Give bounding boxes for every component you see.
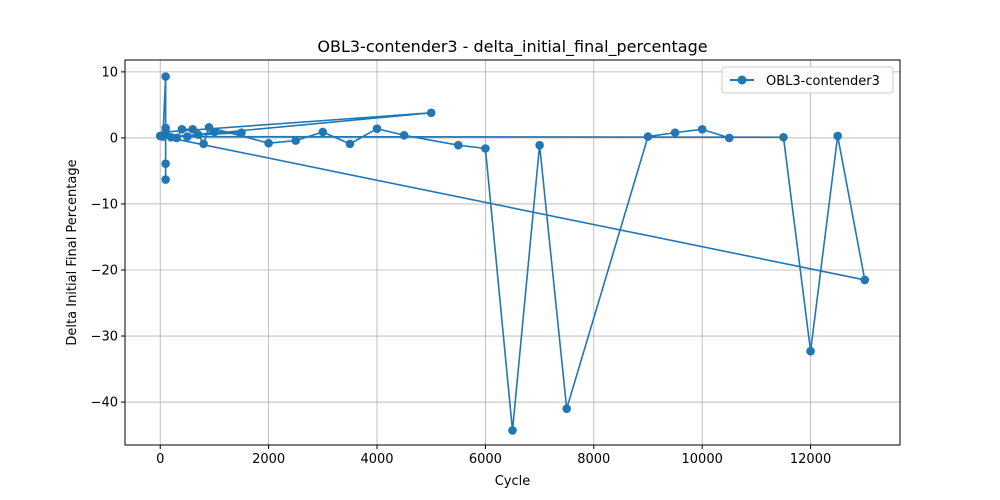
data-point bbox=[454, 140, 463, 150]
data-point bbox=[318, 127, 328, 137]
x-tick-label: 12000 bbox=[790, 452, 831, 467]
legend: OBL3-contender3 bbox=[721, 66, 894, 94]
data-point bbox=[481, 144, 490, 153]
data-point bbox=[183, 132, 192, 141]
legend-box bbox=[721, 66, 894, 94]
x-tick-label: 4000 bbox=[360, 452, 393, 467]
series-layer bbox=[155, 72, 870, 435]
x-tick-label: 6000 bbox=[469, 452, 502, 467]
x-tick-label: 10000 bbox=[682, 452, 723, 467]
data-point bbox=[724, 133, 734, 143]
data-point bbox=[833, 131, 842, 141]
data-point bbox=[177, 125, 187, 134]
data-point bbox=[172, 133, 181, 143]
y-tick-label: −30 bbox=[91, 330, 118, 345]
data-point bbox=[161, 175, 170, 184]
data-point bbox=[426, 108, 436, 118]
y-axis-label: Delta Initial Final Percentage bbox=[65, 159, 80, 345]
data-point bbox=[345, 139, 355, 149]
data-point bbox=[291, 136, 301, 145]
data-point bbox=[372, 124, 382, 133]
legend-dot-marker bbox=[737, 75, 747, 85]
y-tick-label: −20 bbox=[91, 264, 118, 279]
x-tick-label: 0 bbox=[156, 452, 164, 467]
legend-entry-label: OBL3-contender3 bbox=[766, 74, 880, 89]
data-point bbox=[188, 125, 198, 134]
data-point bbox=[161, 159, 170, 168]
ticks: 0 2000 4000 6000 8000 10000 12000 10 0 −10 −20 −30 −… bbox=[91, 65, 832, 467]
data-point bbox=[237, 128, 246, 137]
data-point bbox=[670, 128, 680, 137]
data-point bbox=[697, 125, 707, 134]
x-tick-label: 2000 bbox=[252, 452, 285, 467]
data-point bbox=[193, 130, 203, 139]
data-point bbox=[199, 139, 208, 149]
plot-frame bbox=[124, 59, 901, 446]
y-tick-label: 10 bbox=[101, 65, 118, 80]
x-tick-label: 8000 bbox=[577, 452, 610, 467]
grid bbox=[125, 60, 900, 445]
y-tick-label: −40 bbox=[91, 396, 118, 411]
data-point bbox=[860, 275, 870, 285]
data-point bbox=[562, 404, 571, 413]
data-point bbox=[535, 140, 544, 150]
y-tick-label: −10 bbox=[91, 197, 118, 212]
data-point bbox=[161, 127, 170, 137]
data-point bbox=[779, 132, 788, 142]
data-point bbox=[643, 132, 653, 141]
x-axis-label: Cycle bbox=[495, 474, 531, 489]
data-point bbox=[204, 123, 214, 132]
data-point bbox=[508, 426, 517, 435]
data-point bbox=[264, 138, 273, 148]
chart-title: OBL3-contender3 - delta_initial_final_pe… bbox=[317, 37, 707, 57]
y-tick-label: 0 bbox=[110, 131, 118, 146]
data-point bbox=[399, 130, 409, 140]
data-point bbox=[161, 72, 170, 81]
data-point bbox=[806, 346, 815, 356]
